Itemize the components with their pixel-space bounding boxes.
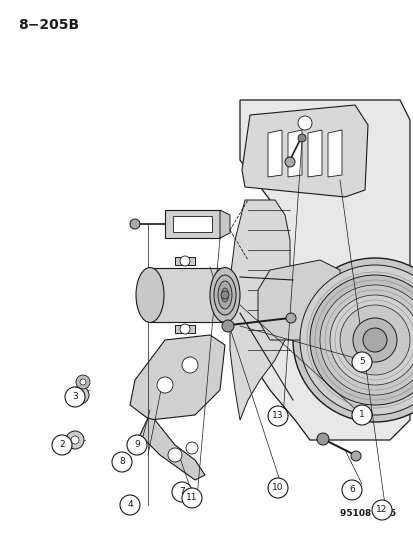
- Circle shape: [168, 448, 182, 462]
- Circle shape: [319, 285, 413, 395]
- Text: 1: 1: [358, 410, 364, 419]
- Circle shape: [65, 387, 85, 407]
- Polygon shape: [307, 130, 321, 177]
- Text: 3: 3: [72, 392, 78, 401]
- Polygon shape: [267, 130, 281, 177]
- Circle shape: [221, 291, 228, 299]
- Circle shape: [350, 451, 360, 461]
- Circle shape: [316, 433, 328, 445]
- Circle shape: [267, 478, 287, 498]
- Circle shape: [182, 357, 197, 373]
- Polygon shape: [240, 100, 409, 440]
- Ellipse shape: [218, 281, 231, 309]
- Circle shape: [157, 377, 173, 393]
- Circle shape: [292, 258, 413, 422]
- Circle shape: [52, 435, 72, 455]
- Polygon shape: [173, 216, 211, 232]
- Circle shape: [284, 157, 294, 167]
- Polygon shape: [165, 210, 219, 238]
- Text: 2: 2: [59, 440, 65, 449]
- Text: 95108  205: 95108 205: [339, 509, 395, 518]
- Circle shape: [285, 313, 295, 323]
- Circle shape: [299, 265, 413, 415]
- Polygon shape: [257, 260, 339, 340]
- Circle shape: [309, 275, 413, 405]
- Circle shape: [182, 488, 202, 508]
- Ellipse shape: [214, 275, 235, 315]
- Circle shape: [267, 406, 287, 426]
- Polygon shape: [150, 268, 224, 322]
- Text: 4: 4: [127, 500, 133, 510]
- Circle shape: [352, 318, 396, 362]
- Text: 11: 11: [186, 494, 197, 503]
- Text: 6: 6: [348, 486, 354, 495]
- Polygon shape: [140, 418, 204, 480]
- Circle shape: [185, 442, 197, 454]
- Circle shape: [180, 324, 190, 334]
- Circle shape: [351, 405, 371, 425]
- Polygon shape: [327, 130, 341, 177]
- Circle shape: [221, 320, 233, 332]
- Circle shape: [127, 435, 147, 455]
- Circle shape: [171, 482, 192, 502]
- Circle shape: [112, 452, 132, 472]
- Polygon shape: [175, 325, 195, 333]
- Text: 12: 12: [375, 505, 387, 514]
- Polygon shape: [287, 130, 301, 177]
- Circle shape: [329, 295, 413, 385]
- Circle shape: [66, 431, 84, 449]
- Text: 8: 8: [119, 457, 125, 466]
- Text: 13: 13: [272, 411, 283, 421]
- Ellipse shape: [209, 268, 240, 322]
- Circle shape: [180, 256, 190, 266]
- Circle shape: [76, 375, 90, 389]
- Circle shape: [120, 495, 140, 515]
- Text: 8−205B: 8−205B: [18, 18, 79, 32]
- Circle shape: [130, 219, 140, 229]
- Circle shape: [339, 305, 409, 375]
- Polygon shape: [175, 257, 195, 265]
- Polygon shape: [242, 105, 367, 197]
- Ellipse shape: [221, 288, 228, 302]
- Circle shape: [341, 480, 361, 500]
- Circle shape: [80, 379, 86, 385]
- Circle shape: [351, 352, 371, 372]
- Circle shape: [371, 500, 391, 520]
- Circle shape: [71, 386, 89, 404]
- Polygon shape: [130, 335, 224, 420]
- Circle shape: [71, 436, 79, 444]
- Polygon shape: [230, 200, 289, 420]
- Text: 9: 9: [134, 440, 140, 449]
- Ellipse shape: [136, 268, 164, 322]
- Circle shape: [362, 328, 386, 352]
- Text: 10: 10: [272, 483, 283, 492]
- Text: 5: 5: [358, 358, 364, 367]
- Circle shape: [76, 391, 84, 399]
- Circle shape: [297, 116, 311, 130]
- Polygon shape: [219, 210, 230, 238]
- Text: 7: 7: [179, 488, 185, 497]
- Circle shape: [297, 134, 305, 142]
